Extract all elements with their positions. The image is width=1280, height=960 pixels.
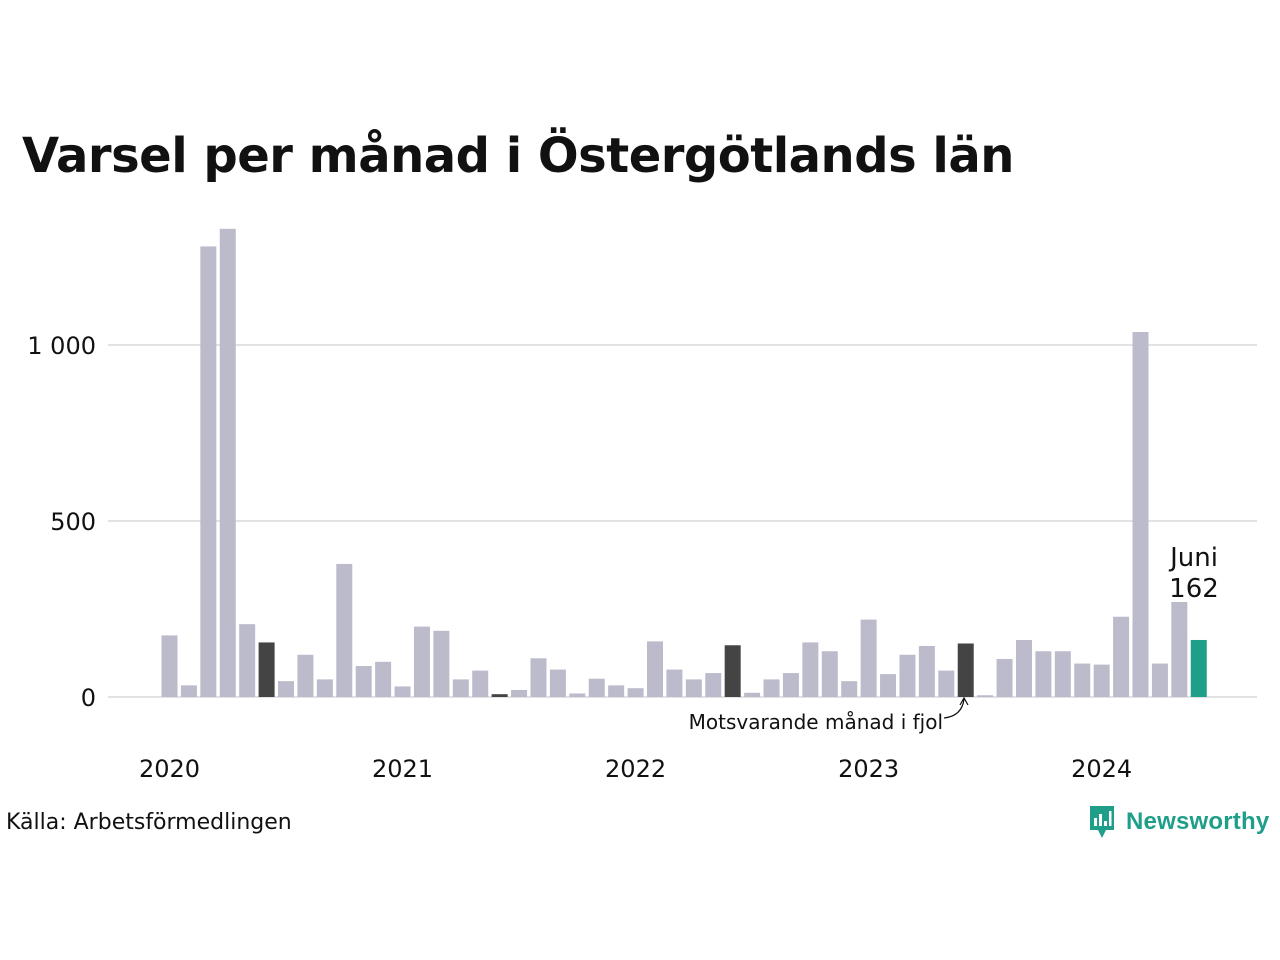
bar: [180, 685, 197, 697]
bar: [336, 563, 353, 697]
grid: [108, 344, 1257, 698]
bar: [841, 681, 858, 697]
bar: [1035, 651, 1052, 697]
bar: [258, 642, 275, 697]
bar: [1074, 663, 1091, 697]
bar-chart-badge-icon: [1090, 806, 1114, 838]
bar: [316, 679, 333, 697]
bar: [569, 693, 586, 697]
bar: [627, 688, 644, 697]
bar: [880, 674, 897, 697]
brand-name: Newsworthy: [1126, 808, 1270, 835]
bar: [705, 673, 722, 697]
x-tick-label: 2023: [838, 755, 899, 783]
current-label-value: 162: [1169, 574, 1219, 604]
bar: [239, 624, 256, 697]
prior-month-arrow: [943, 698, 965, 719]
bar: [200, 246, 217, 697]
bar: [957, 643, 974, 697]
bar: [666, 669, 683, 697]
bar: [452, 679, 469, 697]
source-note: Källa: Arbetsförmedlingen: [6, 810, 292, 835]
bar: [860, 619, 877, 697]
current-label-month: Juni: [1168, 543, 1218, 573]
bar: [1015, 639, 1032, 697]
bar: [608, 685, 625, 697]
bar: [977, 695, 994, 697]
bar: [219, 228, 236, 697]
bar: [394, 686, 411, 697]
bar: [413, 626, 430, 697]
prior-month-arrowhead: [959, 696, 969, 706]
bar: [782, 673, 799, 697]
bar: [899, 654, 916, 697]
bar: [802, 642, 819, 697]
bar: [355, 666, 372, 697]
y-tick-label: 1 000: [27, 332, 96, 360]
x-tick-label: 2022: [605, 755, 666, 783]
x-tick-label: 2020: [139, 755, 200, 783]
y-tick-label: 500: [50, 508, 96, 536]
bar: [297, 654, 314, 697]
chart-title: Varsel per månad i Östergötlands län: [22, 128, 1014, 184]
annotations: Juni 162 Motsvarande månad i fjol: [689, 543, 1219, 734]
x-tick-label: 2021: [372, 755, 433, 783]
bar: [1171, 601, 1188, 697]
y-axis: 0 500 1 000: [27, 332, 96, 712]
bar: [278, 681, 295, 697]
bar: [1190, 639, 1207, 697]
bar: [549, 669, 566, 697]
bar: [1151, 663, 1168, 697]
x-axis: 2020 2021 2022 2023 2024: [139, 755, 1132, 783]
bar: [744, 692, 761, 697]
brand-logo: Newsworthy: [1088, 804, 1269, 840]
bar-chart: 0 500 1 000 2020 2021 2022 2023 2024 Juni 162 …: [27, 228, 1257, 783]
bar: [1093, 664, 1110, 697]
bar: [161, 635, 178, 697]
bar: [433, 630, 450, 697]
y-tick-label: 0: [81, 684, 96, 712]
bar: [996, 658, 1013, 697]
bar: [472, 670, 489, 697]
bar: [1054, 651, 1071, 697]
bar: [938, 670, 955, 697]
bar: [647, 641, 663, 697]
x-tick-label: 2024: [1071, 755, 1132, 783]
bar: [375, 661, 392, 697]
bar: [918, 645, 935, 697]
bar: [511, 689, 528, 697]
bar: [821, 651, 838, 697]
bar: [588, 678, 605, 697]
prior-month-note: Motsvarande månad i fjol: [689, 710, 943, 734]
bar: [763, 679, 780, 697]
bar: [685, 679, 702, 697]
bar: [491, 694, 508, 697]
bar: [1113, 616, 1130, 697]
bar: [530, 658, 547, 697]
bar: [724, 645, 741, 697]
bars: [161, 228, 1207, 697]
bar: [1132, 331, 1149, 697]
